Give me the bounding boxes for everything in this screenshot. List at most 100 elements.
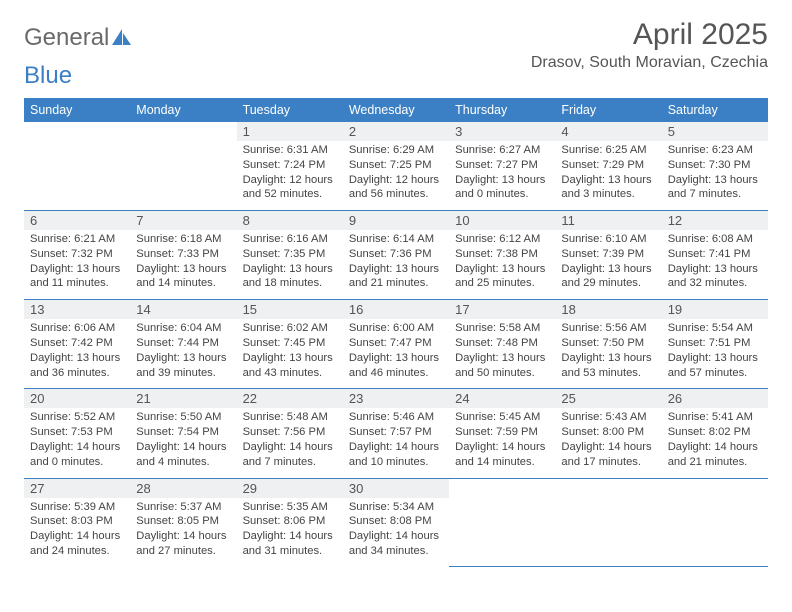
calendar-day-cell: 22 Sunrise: 5:48 AMSunset: 7:56 PMDayligh… (237, 389, 343, 478)
calendar-day-cell: 17 Sunrise: 5:58 AMSunset: 7:48 PMDayligh… (449, 300, 555, 389)
weekday-header: Sunday (24, 98, 130, 122)
day-number: 21 (130, 389, 236, 408)
day-number: 3 (449, 122, 555, 141)
day-number: 5 (662, 122, 768, 141)
day-number: 4 (555, 122, 661, 141)
day-number: 17 (449, 300, 555, 319)
calendar-day-cell: 2 Sunrise: 6:29 AMSunset: 7:25 PMDaylight… (343, 122, 449, 211)
day-number: 27 (24, 479, 130, 498)
calendar-day-cell: 3 Sunrise: 6:27 AMSunset: 7:27 PMDaylight… (449, 122, 555, 211)
day-info: Sunrise: 5:35 AMSunset: 8:06 PMDaylight:… (243, 500, 337, 559)
calendar-week-row: 27 Sunrise: 5:39 AMSunset: 8:03 PMDayligh… (24, 478, 768, 567)
calendar-empty-cell (662, 478, 768, 567)
day-number: 20 (24, 389, 130, 408)
day-info: Sunrise: 6:06 AMSunset: 7:42 PMDaylight:… (30, 321, 124, 380)
calendar-day-cell: 13 Sunrise: 6:06 AMSunset: 7:42 PMDayligh… (24, 300, 130, 389)
calendar-day-cell: 21 Sunrise: 5:50 AMSunset: 7:54 PMDayligh… (130, 389, 236, 478)
day-info: Sunrise: 6:25 AMSunset: 7:29 PMDaylight:… (561, 143, 655, 202)
day-info: Sunrise: 6:10 AMSunset: 7:39 PMDaylight:… (561, 232, 655, 291)
calendar-table: SundayMondayTuesdayWednesdayThursdayFrid… (24, 98, 768, 567)
day-info: Sunrise: 5:52 AMSunset: 7:53 PMDaylight:… (30, 410, 124, 469)
calendar-day-cell: 7Sunrise: 6:18 AMSunset: 7:33 PMDaylight… (130, 211, 236, 300)
calendar-day-cell: 29 Sunrise: 5:35 AMSunset: 8:06 PMDayligh… (237, 478, 343, 567)
calendar-day-cell: 27 Sunrise: 5:39 AMSunset: 8:03 PMDayligh… (24, 478, 130, 567)
day-number: 6 (24, 211, 130, 230)
day-number: 10 (449, 211, 555, 230)
day-number: 23 (343, 389, 449, 408)
weekday-header: Wednesday (343, 98, 449, 122)
weekday-header: Monday (130, 98, 236, 122)
calendar-day-cell: 9 Sunrise: 6:14 AMSunset: 7:36 PMDaylight… (343, 211, 449, 300)
day-number: 24 (449, 389, 555, 408)
calendar-day-cell: 12 Sunrise: 6:08 AMSunset: 7:41 PMDayligh… (662, 211, 768, 300)
day-info: Sunrise: 6:31 AMSunset: 7:24 PMDaylight:… (243, 143, 337, 202)
calendar-empty-cell (555, 478, 661, 567)
calendar-day-cell: 6 Sunrise: 6:21 AMSunset: 7:32 PMDaylight… (24, 211, 130, 300)
weekday-header: Friday (555, 98, 661, 122)
day-number: 28 (130, 479, 236, 498)
day-info: Sunrise: 5:48 AMSunset: 7:56 PMDaylight:… (243, 410, 337, 469)
month-title: April 2025 (531, 18, 768, 52)
calendar-day-cell: 24Sunrise: 5:45 AMSunset: 7:59 PMDayligh… (449, 389, 555, 478)
calendar-day-cell: 28 Sunrise: 5:37 AMSunset: 8:05 PMDayligh… (130, 478, 236, 567)
day-number: 29 (237, 479, 343, 498)
day-number: 25 (555, 389, 661, 408)
calendar-day-cell: 18Sunrise: 5:56 AMSunset: 7:50 PMDayligh… (555, 300, 661, 389)
day-number: 11 (555, 211, 661, 230)
day-info: Sunrise: 6:23 AMSunset: 7:30 PMDaylight:… (668, 143, 762, 202)
day-number: 19 (662, 300, 768, 319)
day-info: Sunrise: 5:46 AMSunset: 7:57 PMDaylight:… (349, 410, 443, 469)
location: Drasov, South Moravian, Czechia (531, 54, 768, 72)
calendar-day-cell: 4 Sunrise: 6:25 AMSunset: 7:29 PMDaylight… (555, 122, 661, 211)
calendar-day-cell: 25 Sunrise: 5:43 AMSunset: 8:00 PMDayligh… (555, 389, 661, 478)
calendar-day-cell: 14 Sunrise: 6:04 AMSunset: 7:44 PMDayligh… (130, 300, 236, 389)
day-info: Sunrise: 6:08 AMSunset: 7:41 PMDaylight:… (668, 232, 762, 291)
day-number: 12 (662, 211, 768, 230)
day-info: Sunrise: 6:14 AMSunset: 7:36 PMDaylight:… (349, 232, 443, 291)
day-info: Sunrise: 5:54 AMSunset: 7:51 PMDaylight:… (668, 321, 762, 380)
day-number: 13 (24, 300, 130, 319)
day-info: Sunrise: 5:50 AMSunset: 7:54 PMDaylight:… (136, 410, 230, 469)
day-number: 2 (343, 122, 449, 141)
day-number: 26 (662, 389, 768, 408)
day-number: 9 (343, 211, 449, 230)
calendar-day-cell: 26 Sunrise: 5:41 AMSunset: 8:02 PMDayligh… (662, 389, 768, 478)
day-info: Sunrise: 5:37 AMSunset: 8:05 PMDaylight:… (136, 500, 230, 559)
day-number: 14 (130, 300, 236, 319)
title-block: April 2025 Drasov, South Moravian, Czech… (531, 18, 768, 72)
day-number: 22 (237, 389, 343, 408)
calendar-week-row: 1Sunrise: 6:31 AMSunset: 7:24 PMDaylight… (24, 122, 768, 211)
weekday-header-row: SundayMondayTuesdayWednesdayThursdayFrid… (24, 98, 768, 122)
logo-sail-icon (112, 29, 132, 45)
day-info: Sunrise: 6:29 AMSunset: 7:25 PMDaylight:… (349, 143, 443, 202)
day-info: Sunrise: 6:12 AMSunset: 7:38 PMDaylight:… (455, 232, 549, 291)
calendar-day-cell: 30 Sunrise: 5:34 AMSunset: 8:08 PMDayligh… (343, 478, 449, 567)
day-info: Sunrise: 5:43 AMSunset: 8:00 PMDaylight:… (561, 410, 655, 469)
calendar-day-cell: 15Sunrise: 6:02 AMSunset: 7:45 PMDayligh… (237, 300, 343, 389)
calendar-day-cell: 10 Sunrise: 6:12 AMSunset: 7:38 PMDayligh… (449, 211, 555, 300)
calendar-day-cell: 19 Sunrise: 5:54 AMSunset: 7:51 PMDayligh… (662, 300, 768, 389)
day-info: Sunrise: 5:34 AMSunset: 8:08 PMDaylight:… (349, 500, 443, 559)
weekday-header: Saturday (662, 98, 768, 122)
day-info: Sunrise: 5:39 AMSunset: 8:03 PMDaylight:… (30, 500, 124, 559)
weekday-header: Tuesday (237, 98, 343, 122)
day-info: Sunrise: 6:18 AMSunset: 7:33 PMDaylight:… (136, 232, 230, 291)
calendar-empty-cell (449, 478, 555, 567)
logo-text-general: General (24, 24, 109, 52)
logo: General (24, 18, 132, 52)
calendar-empty-cell (24, 122, 130, 211)
day-number: 30 (343, 479, 449, 498)
weekday-header: Thursday (449, 98, 555, 122)
calendar-day-cell: 20 Sunrise: 5:52 AMSunset: 7:53 PMDayligh… (24, 389, 130, 478)
day-info: Sunrise: 5:58 AMSunset: 7:48 PMDaylight:… (455, 321, 549, 380)
day-info: Sunrise: 6:27 AMSunset: 7:27 PMDaylight:… (455, 143, 549, 202)
calendar-week-row: 20 Sunrise: 5:52 AMSunset: 7:53 PMDayligh… (24, 389, 768, 478)
logo-text-blue: Blue (24, 62, 72, 90)
calendar-day-cell: 11 Sunrise: 6:10 AMSunset: 7:39 PMDayligh… (555, 211, 661, 300)
day-info: Sunrise: 5:41 AMSunset: 8:02 PMDaylight:… (668, 410, 762, 469)
day-number: 18 (555, 300, 661, 319)
day-info: Sunrise: 6:21 AMSunset: 7:32 PMDaylight:… (30, 232, 124, 291)
day-info: Sunrise: 6:04 AMSunset: 7:44 PMDaylight:… (136, 321, 230, 380)
calendar-week-row: 6 Sunrise: 6:21 AMSunset: 7:32 PMDaylight… (24, 211, 768, 300)
calendar-day-cell: 1Sunrise: 6:31 AMSunset: 7:24 PMDaylight… (237, 122, 343, 211)
